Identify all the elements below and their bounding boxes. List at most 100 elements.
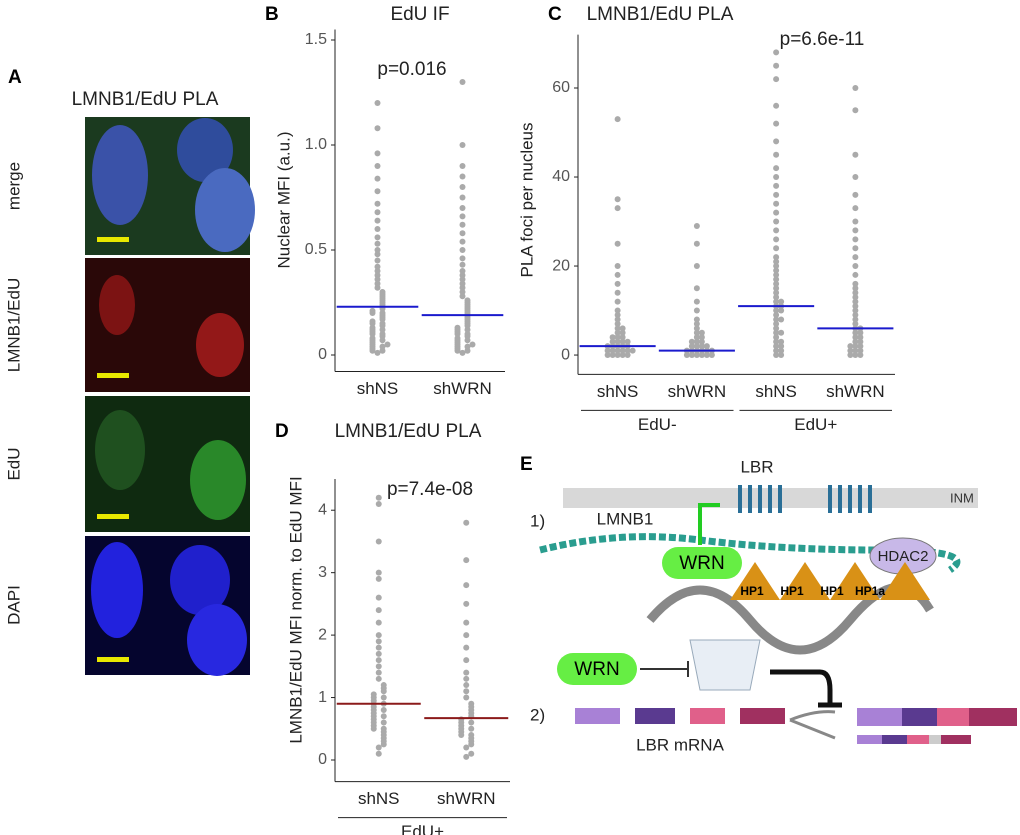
data-point	[773, 271, 780, 278]
data-point	[852, 205, 859, 212]
data-point	[380, 713, 387, 720]
data-point	[614, 240, 621, 247]
data-point	[614, 316, 621, 323]
data-point	[609, 338, 616, 345]
step-label: 2)	[530, 705, 545, 724]
data-point	[773, 298, 780, 305]
protein-label: LBR	[740, 457, 773, 476]
data-point	[852, 280, 859, 287]
data-point	[379, 343, 386, 350]
mrna-label: LBR mRNA	[636, 735, 725, 754]
data-point	[693, 285, 700, 292]
data-point	[375, 669, 382, 676]
data-point	[464, 347, 471, 354]
data-point	[773, 165, 780, 172]
data-point	[614, 298, 621, 305]
data-point	[463, 632, 470, 639]
data-point	[379, 326, 386, 333]
chart-title: LMNB1/EdU PLA	[587, 4, 734, 25]
data-point	[463, 682, 470, 689]
data-point	[374, 226, 381, 232]
wrn-pill	[662, 547, 742, 579]
data-point	[624, 352, 631, 359]
data-point	[375, 538, 382, 545]
panel-letter: B	[265, 4, 279, 25]
data-point	[459, 293, 466, 300]
data-point	[459, 255, 466, 262]
data-point	[693, 352, 700, 359]
data-point	[693, 222, 700, 229]
data-point	[374, 163, 381, 169]
data-point	[374, 263, 381, 270]
y-tick-label: 2	[318, 626, 327, 643]
panel-letter: C	[548, 4, 562, 25]
helix	[738, 485, 872, 513]
panel-letter: A	[8, 67, 22, 88]
y-tick-label: 0	[318, 751, 327, 768]
data-point	[463, 688, 470, 695]
scale-bar	[97, 657, 129, 662]
exon	[907, 735, 929, 744]
data-point	[374, 150, 381, 157]
data-point	[463, 582, 470, 589]
data-point	[468, 732, 475, 739]
nucleus	[95, 410, 145, 490]
y-tick-label: 0	[318, 346, 327, 363]
row-label: merge	[4, 162, 23, 210]
data-point	[852, 236, 859, 243]
data-point	[459, 289, 466, 295]
data-point	[688, 352, 695, 359]
data-point	[463, 644, 470, 651]
data-point	[847, 347, 854, 354]
exon	[941, 735, 971, 744]
data-point	[778, 316, 785, 323]
data-point	[374, 257, 381, 264]
data-point	[459, 349, 466, 356]
data-point	[374, 125, 381, 132]
data-point	[374, 349, 381, 356]
data-point	[384, 341, 391, 348]
arrow	[789, 710, 836, 740]
data-point	[379, 310, 386, 316]
data-point	[773, 334, 780, 341]
data-point	[375, 494, 382, 501]
x-tick-label: shNS	[358, 789, 400, 808]
y-axis-label: LMNB1/EdU MFI norm. to EdU MFI	[286, 476, 305, 743]
y-tick-label: 4	[318, 501, 327, 518]
data-point	[773, 182, 780, 189]
data-point	[773, 311, 780, 318]
data-point	[463, 694, 470, 701]
protein-label: LMNB1	[597, 509, 654, 528]
data-point	[852, 85, 859, 92]
data-point	[374, 188, 381, 195]
data-point	[852, 174, 859, 181]
step-label: 1)	[530, 511, 545, 530]
data-point	[459, 230, 466, 237]
protein-label: WRN	[679, 553, 724, 574]
data-point	[459, 79, 466, 85]
data-point	[852, 245, 859, 252]
y-tick-label: 0.5	[305, 241, 327, 258]
data-point	[698, 352, 705, 359]
data-point	[778, 329, 785, 336]
data-point	[693, 325, 700, 332]
data-point	[464, 337, 471, 344]
y-tick-label: 40	[552, 168, 570, 185]
data-point	[629, 347, 636, 354]
data-point	[614, 196, 621, 203]
data-point	[459, 261, 466, 268]
data-point	[852, 294, 859, 301]
data-point	[463, 657, 470, 664]
data-point	[463, 675, 470, 682]
mrna-products	[857, 708, 1017, 744]
data-point	[773, 76, 780, 83]
data-point	[698, 334, 705, 341]
data-point	[852, 263, 859, 270]
panel-title: LMNB1/EdU PLA	[72, 89, 219, 110]
x-tick-label: shNS	[755, 382, 797, 401]
foci	[196, 313, 244, 377]
data-point	[852, 191, 859, 198]
data-point	[468, 725, 475, 732]
y-tick-label: 60	[552, 79, 570, 96]
data-point	[375, 575, 382, 582]
